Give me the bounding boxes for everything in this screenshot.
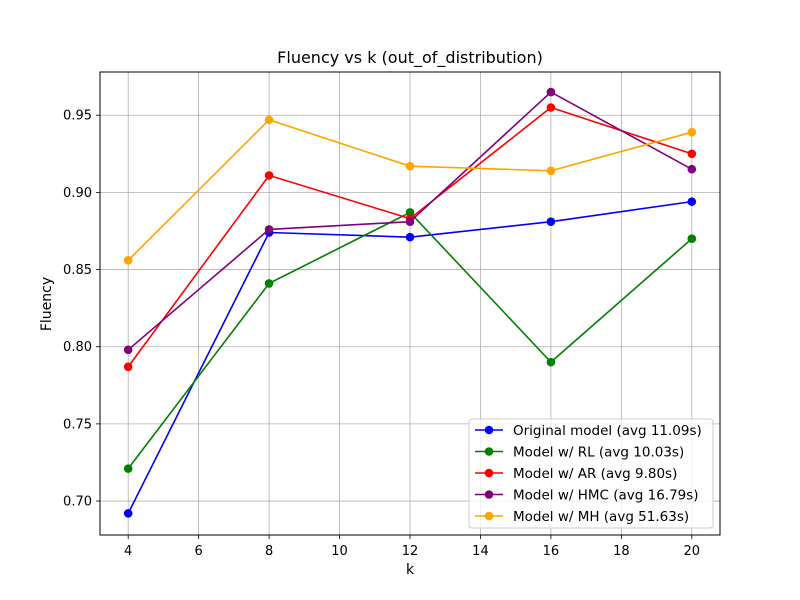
data-point (687, 127, 697, 137)
y-tick-label: 0.95 (63, 109, 92, 124)
grid (100, 72, 720, 535)
x-tick-label: 10 (331, 544, 348, 559)
data-point (687, 164, 697, 174)
legend-label: Original model (avg 11.09s) (513, 423, 702, 439)
legend-marker (484, 447, 494, 456)
legend-label: Model w/ HMC (avg 16.79s) (513, 488, 699, 504)
y-tick-label: 0.90 (63, 186, 92, 201)
data-point (405, 217, 415, 227)
x-tick-label: 20 (684, 544, 701, 559)
x-axis: 4 6 8 10 12 14 16 18 20 (124, 535, 700, 559)
x-tick-label: 18 (613, 544, 630, 559)
y-tick-label: 0.80 (63, 340, 92, 355)
legend-label: Model w/ RL (avg 10.03s) (513, 445, 684, 461)
legend-item: Model w/ RL (avg 10.03s) (475, 445, 684, 461)
legend-item: Model w/ AR (avg 9.80s) (475, 466, 677, 482)
legend-label: Model w/ MH (avg 51.63s) (513, 509, 689, 525)
data-point (264, 279, 274, 288)
data-point (546, 357, 556, 367)
chart-title: Fluency vs k (out_of_distribution) (277, 48, 543, 68)
legend-box (468, 418, 714, 529)
legend-marker (484, 490, 494, 499)
legend: Original model (avg 11.09s) Model w/ RL (… (468, 418, 714, 529)
data-point (123, 509, 133, 518)
legend-item: Original model (avg 11.09s) (475, 423, 702, 439)
series-2 (123, 208, 697, 473)
legend-item: Model w/ MH (avg 51.63s) (475, 509, 689, 525)
data-point (123, 464, 133, 473)
series-4 (123, 87, 697, 355)
legend-marker (484, 468, 494, 478)
data-point (546, 217, 556, 227)
x-tick-label: 4 (124, 544, 132, 559)
data-point (264, 115, 274, 125)
data-point (123, 345, 133, 355)
x-tick-label: 12 (402, 544, 419, 559)
y-axis: 0.70 0.75 0.80 0.85 0.90 0.95 (63, 109, 100, 510)
legend-item: Model w/ HMC (avg 16.79s) (475, 488, 699, 504)
data-point (123, 255, 133, 265)
legend-marker (484, 511, 494, 521)
y-tick-label: 0.85 (63, 263, 92, 278)
y-tick-label: 0.75 (63, 417, 92, 432)
series-5 (123, 115, 697, 265)
x-tick-label: 16 (543, 544, 560, 559)
y-tick-label: 0.70 (63, 495, 92, 510)
x-tick-label: 6 (194, 544, 202, 559)
x-tick-label: 8 (265, 544, 273, 559)
data-point (264, 171, 274, 180)
data-point (546, 103, 556, 112)
series-layer (123, 87, 697, 518)
legend-marker (484, 425, 494, 435)
y-axis-label: Fluency (39, 277, 55, 331)
data-point (405, 232, 415, 242)
data-point (546, 87, 556, 97)
legend-label: Model w/ AR (avg 9.80s) (513, 466, 677, 482)
data-point (546, 166, 556, 176)
data-point (123, 362, 133, 372)
data-point (405, 161, 415, 171)
x-tick-label: 14 (472, 544, 489, 559)
data-point (405, 208, 415, 217)
data-point (687, 197, 697, 206)
x-axis-label: k (406, 562, 415, 578)
data-point (264, 225, 274, 234)
data-point (687, 149, 697, 159)
data-point (687, 234, 697, 243)
